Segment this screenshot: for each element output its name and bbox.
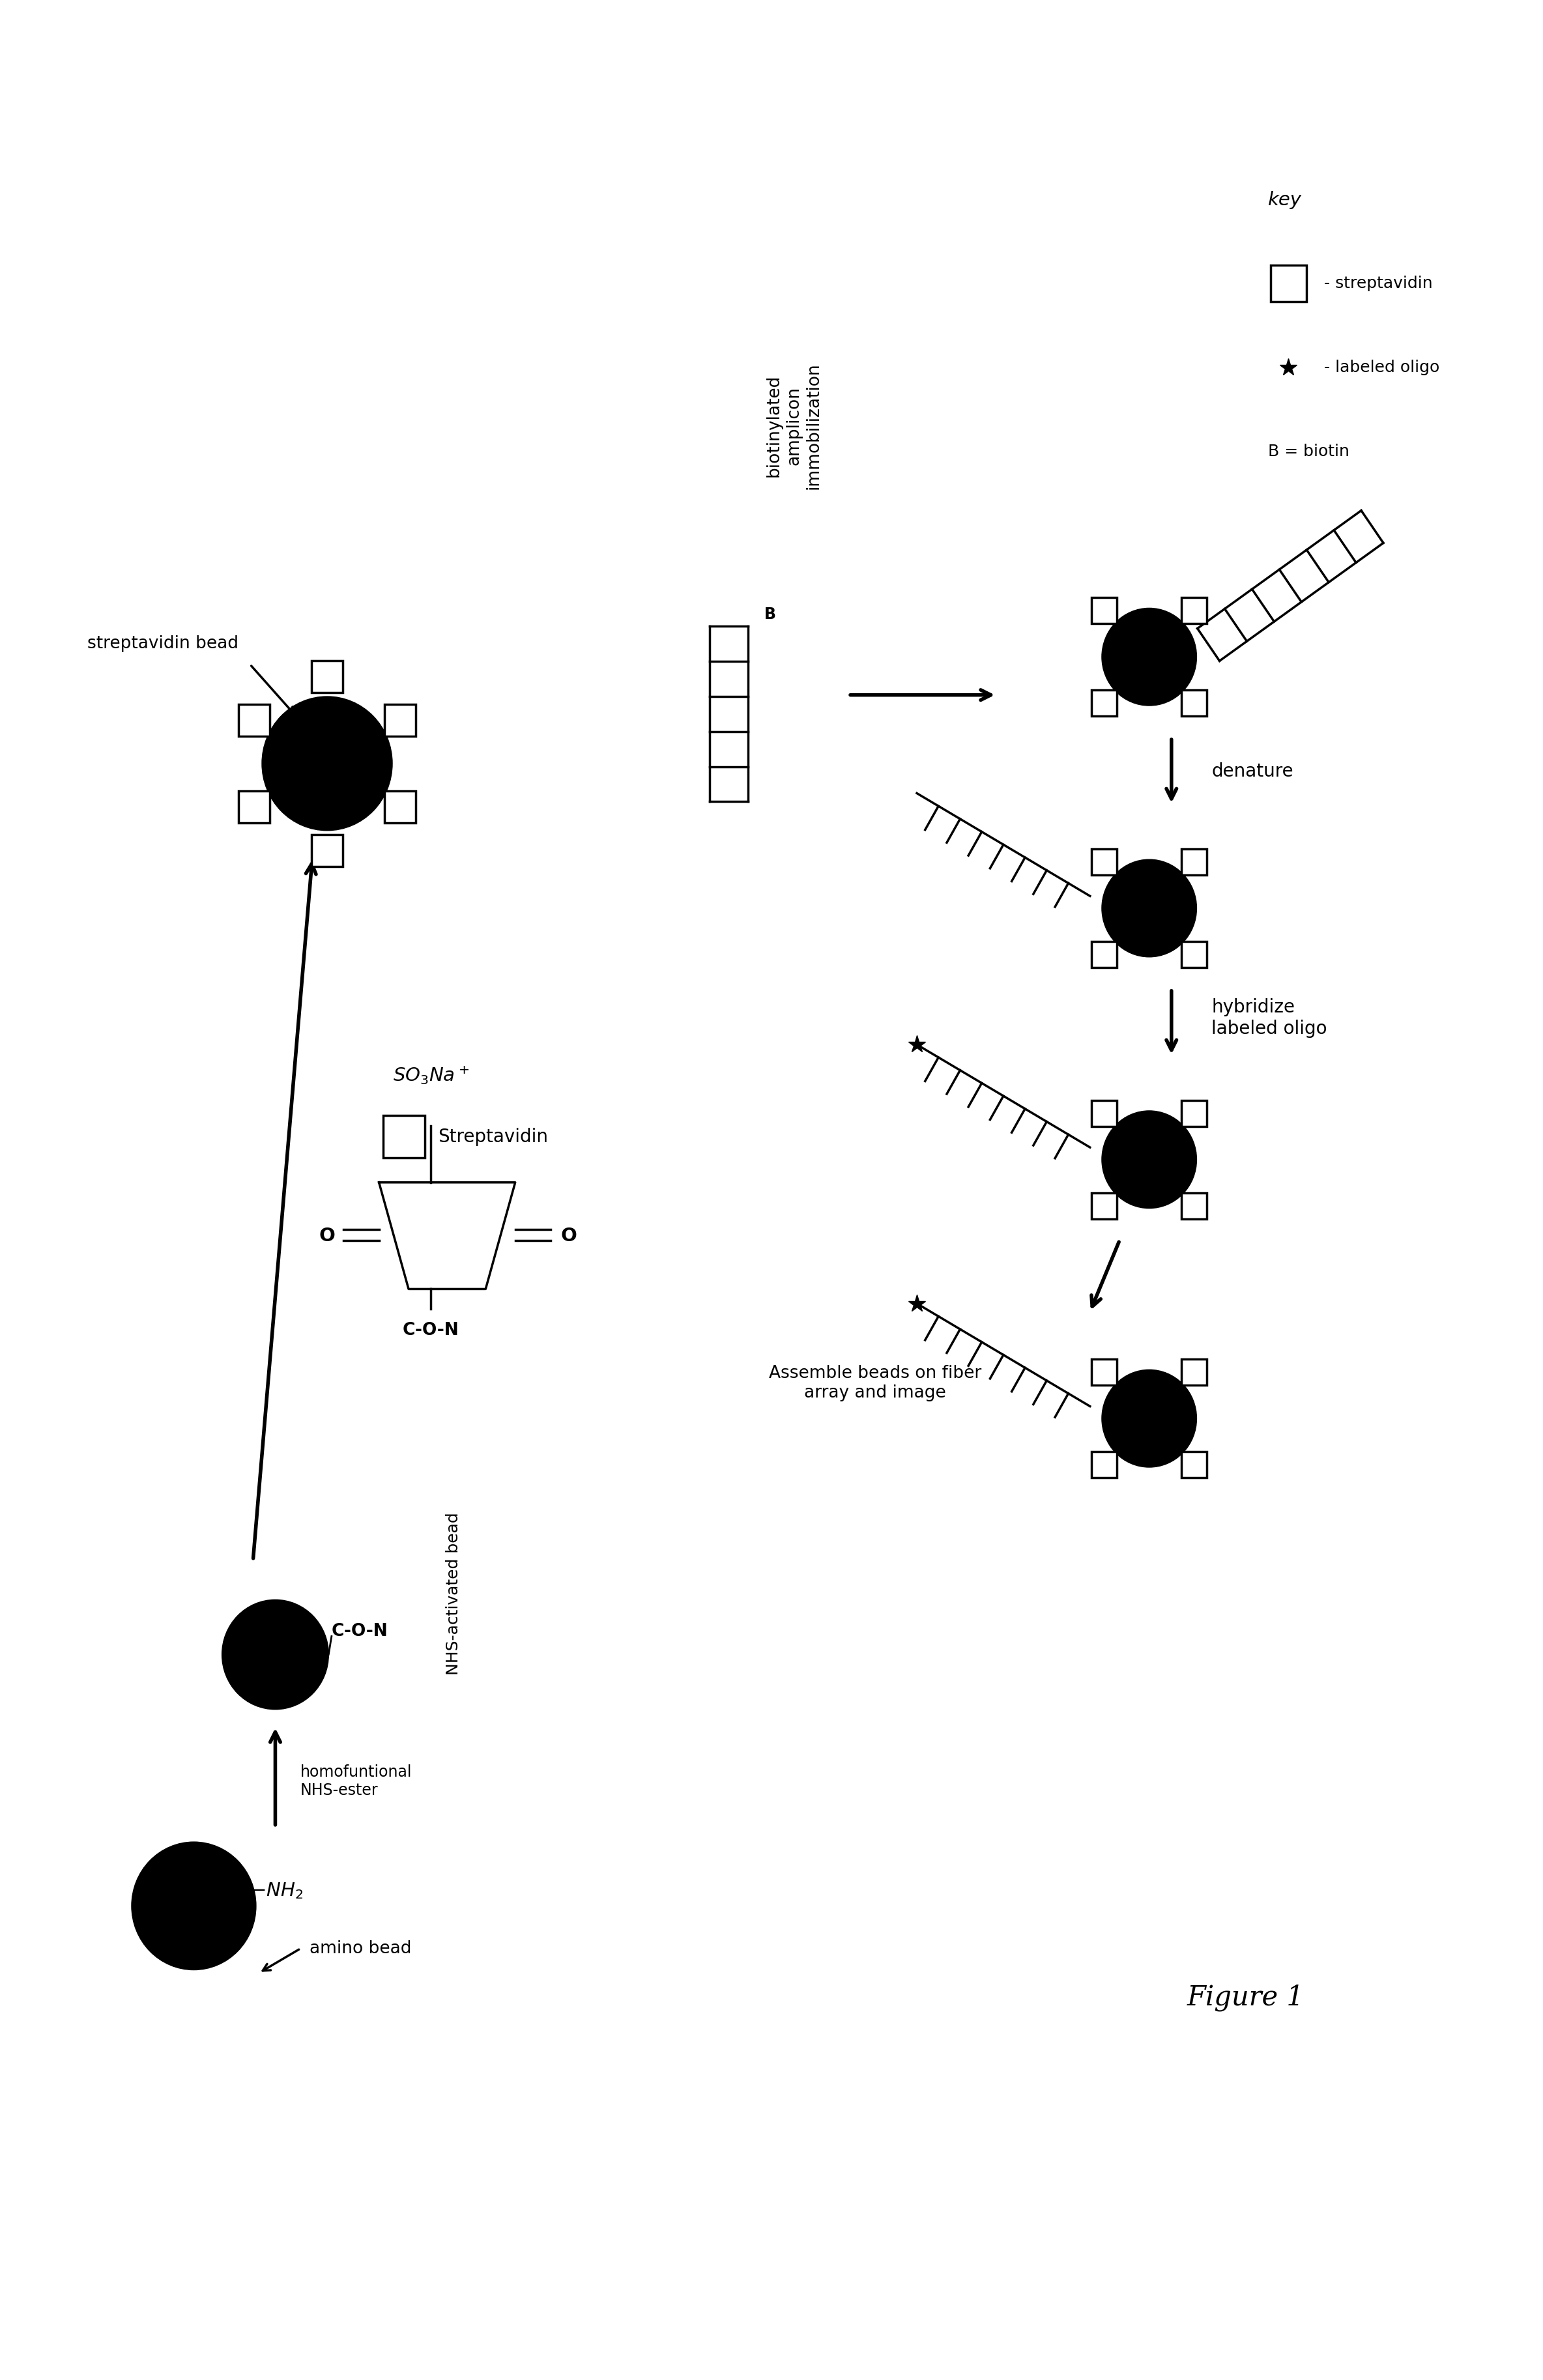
Text: - labeled oligo: - labeled oligo	[1324, 359, 1440, 376]
Text: - streptavidin: - streptavidin	[1324, 276, 1432, 290]
Text: $SO_3Na^+$: $SO_3Na^+$	[393, 1066, 469, 1085]
Bar	[1091, 597, 1117, 624]
Bar	[312, 835, 343, 866]
Bar	[384, 790, 415, 823]
Text: Assemble beads on fiber
array and image: Assemble beads on fiber array and image	[768, 1366, 981, 1402]
Circle shape	[131, 1842, 256, 1971]
Text: Streptavidin: Streptavidin	[438, 1128, 548, 1145]
Text: streptavidin bead: streptavidin bead	[86, 635, 238, 652]
Text: amino bead: amino bead	[309, 1940, 412, 1956]
Bar	[383, 1116, 424, 1159]
Text: key: key	[1268, 190, 1302, 209]
Circle shape	[1102, 1111, 1197, 1209]
Circle shape	[222, 1599, 329, 1709]
Bar	[1091, 1100, 1117, 1126]
Bar	[384, 704, 415, 735]
Text: B = biotin: B = biotin	[1268, 443, 1349, 459]
Text: O: O	[319, 1226, 335, 1245]
Bar	[312, 662, 343, 693]
Bar	[1182, 850, 1207, 876]
Bar	[1091, 1192, 1117, 1219]
Text: B: B	[764, 607, 776, 621]
Bar	[1182, 597, 1207, 624]
Text: C-O-N: C-O-N	[332, 1623, 389, 1640]
Bar	[1182, 1452, 1207, 1478]
Bar	[1182, 690, 1207, 716]
Circle shape	[1102, 1371, 1197, 1466]
Bar	[239, 790, 270, 823]
Bar	[1182, 1100, 1207, 1126]
Bar	[1091, 1452, 1117, 1478]
Bar	[1091, 1359, 1117, 1385]
Bar	[1091, 942, 1117, 966]
Bar	[239, 704, 270, 735]
Text: Figure 1: Figure 1	[1187, 1983, 1304, 2011]
Text: $-NH_2$: $-NH_2$	[250, 1880, 302, 1899]
Text: denature: denature	[1211, 762, 1293, 781]
Bar	[1182, 1192, 1207, 1219]
Text: NHS-activated bead: NHS-activated bead	[446, 1511, 461, 1676]
Circle shape	[262, 697, 392, 831]
Text: biotinylated
amplicon
immobilization: biotinylated amplicon immobilization	[765, 362, 822, 490]
Text: O: O	[560, 1226, 577, 1245]
Bar	[1182, 1359, 1207, 1385]
Bar	[1271, 267, 1307, 302]
Circle shape	[1102, 859, 1197, 957]
Circle shape	[1102, 609, 1197, 704]
Text: hybridize
labeled oligo: hybridize labeled oligo	[1211, 997, 1327, 1038]
Bar	[1091, 850, 1117, 876]
Bar	[1091, 690, 1117, 716]
Text: homofuntional
NHS-ester: homofuntional NHS-ester	[301, 1764, 412, 1797]
Bar	[1182, 942, 1207, 966]
Text: C-O-N: C-O-N	[403, 1321, 460, 1338]
